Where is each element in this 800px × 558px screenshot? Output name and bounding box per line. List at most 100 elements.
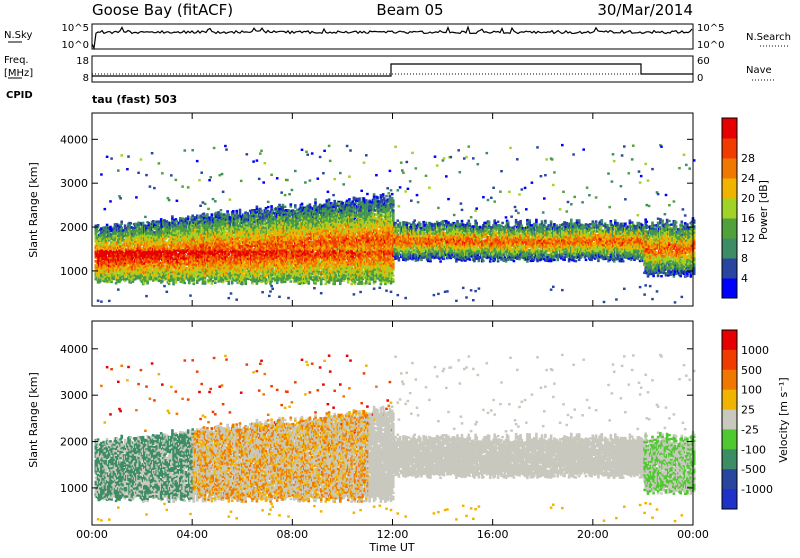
power-cell <box>166 220 169 222</box>
beam-title: Beam 05 <box>376 1 443 19</box>
power-cell <box>189 294 192 296</box>
power-cell <box>149 185 152 187</box>
power-cell <box>200 172 203 174</box>
nsearch-label: N.Search <box>746 32 791 43</box>
power-cell <box>153 187 156 189</box>
noise-panel: N.Sky 10^5 10^0 10^5 10^0 N.Search <box>4 23 791 51</box>
power-cell <box>110 157 113 159</box>
power-cell <box>109 200 112 202</box>
power-cell <box>97 300 100 302</box>
power-cell <box>158 162 161 164</box>
power-cell <box>166 291 169 293</box>
power-cell <box>176 200 179 202</box>
power-cell <box>221 173 224 175</box>
power-cell <box>204 203 207 205</box>
power-cell <box>97 224 100 226</box>
power-cell <box>235 299 238 301</box>
power-cell <box>137 172 140 174</box>
power-cell <box>217 211 220 213</box>
power-cell <box>126 168 129 170</box>
power-cell <box>140 158 143 160</box>
nave-label: Nave <box>746 65 772 76</box>
power-cell <box>100 301 103 303</box>
freq-unit-label: [MHz] <box>4 68 33 79</box>
noise-right-tick-top: 10^5 <box>697 23 724 34</box>
date-title: 30/Mar/2014 <box>597 1 693 19</box>
power-cell <box>179 217 182 219</box>
power-cell <box>191 149 194 151</box>
power-cell <box>100 173 103 175</box>
power-cell <box>161 172 164 174</box>
power-heatmap-cells <box>95 144 696 304</box>
power-cell <box>145 295 148 297</box>
power-cell <box>120 154 123 156</box>
power-cell <box>184 282 187 284</box>
station-title: Goose Bay (fitACF) <box>92 1 233 19</box>
power-cell <box>119 197 122 199</box>
mode-label: tau (fast) 503 <box>92 93 177 106</box>
noise-left-tick-top: 10^5 <box>62 23 89 34</box>
power-cell <box>196 160 199 162</box>
power-cell <box>158 220 161 222</box>
power-cell <box>214 200 217 202</box>
power-cell <box>129 222 132 224</box>
power-cell <box>151 152 154 154</box>
power-cell <box>187 216 190 218</box>
power-cell <box>175 179 178 181</box>
power-cell <box>127 155 130 157</box>
power-cell <box>117 169 120 171</box>
power-cell <box>229 216 232 218</box>
power-cell <box>106 156 109 158</box>
power-cell <box>120 227 123 229</box>
power-cell <box>212 280 215 282</box>
power-cell <box>145 174 148 176</box>
power-cell <box>135 196 138 198</box>
power-cell <box>104 208 107 210</box>
power-cell <box>181 185 184 187</box>
freq-right-tick-bottom: 0 <box>697 73 703 84</box>
power-cell <box>117 288 120 290</box>
power-cell <box>228 214 231 216</box>
power-cell <box>198 179 201 181</box>
power-cell <box>230 292 233 294</box>
power-cell <box>199 205 202 207</box>
power-cell <box>184 149 187 151</box>
power-cell <box>232 210 235 212</box>
power-cell <box>226 210 229 212</box>
power-cell <box>207 208 210 210</box>
noise-right-tick-bottom: 10^0 <box>697 40 724 51</box>
power-cell <box>235 210 238 212</box>
power-cell <box>107 227 110 229</box>
power-cell <box>191 215 194 217</box>
power-cell <box>153 231 156 233</box>
power-cell <box>137 222 140 224</box>
cpid-label: CPID <box>6 90 33 101</box>
noise-sky-series <box>92 27 692 48</box>
power-cell <box>209 176 212 178</box>
power-cell <box>142 222 145 224</box>
power-cell <box>225 148 228 150</box>
power-cell <box>220 209 223 211</box>
power-cell <box>228 297 231 299</box>
power-cell <box>106 224 109 226</box>
power-cell <box>108 300 111 302</box>
noise-left-tick-bottom: 10^0 <box>62 40 89 51</box>
power-cell <box>197 216 200 218</box>
power-cell <box>170 174 173 176</box>
power-cell <box>224 145 227 147</box>
power-cell <box>163 219 166 221</box>
figure: Goose Bay (fitACF) Beam 05 30/Mar/2014 N… <box>0 0 800 554</box>
freq-left-tick-bottom: 8 <box>83 73 89 84</box>
freq-label: Freq. <box>4 55 29 66</box>
power-cell <box>229 198 232 200</box>
power-cell <box>171 215 174 217</box>
power-cell <box>171 269 174 271</box>
nsky-label: N.Sky <box>4 30 32 41</box>
power-cell <box>144 216 147 218</box>
freq-right-tick-top: 60 <box>697 56 710 67</box>
power-cell <box>211 214 214 216</box>
power-cell <box>203 213 206 215</box>
power-cell <box>124 224 127 226</box>
power-cell <box>212 198 215 200</box>
